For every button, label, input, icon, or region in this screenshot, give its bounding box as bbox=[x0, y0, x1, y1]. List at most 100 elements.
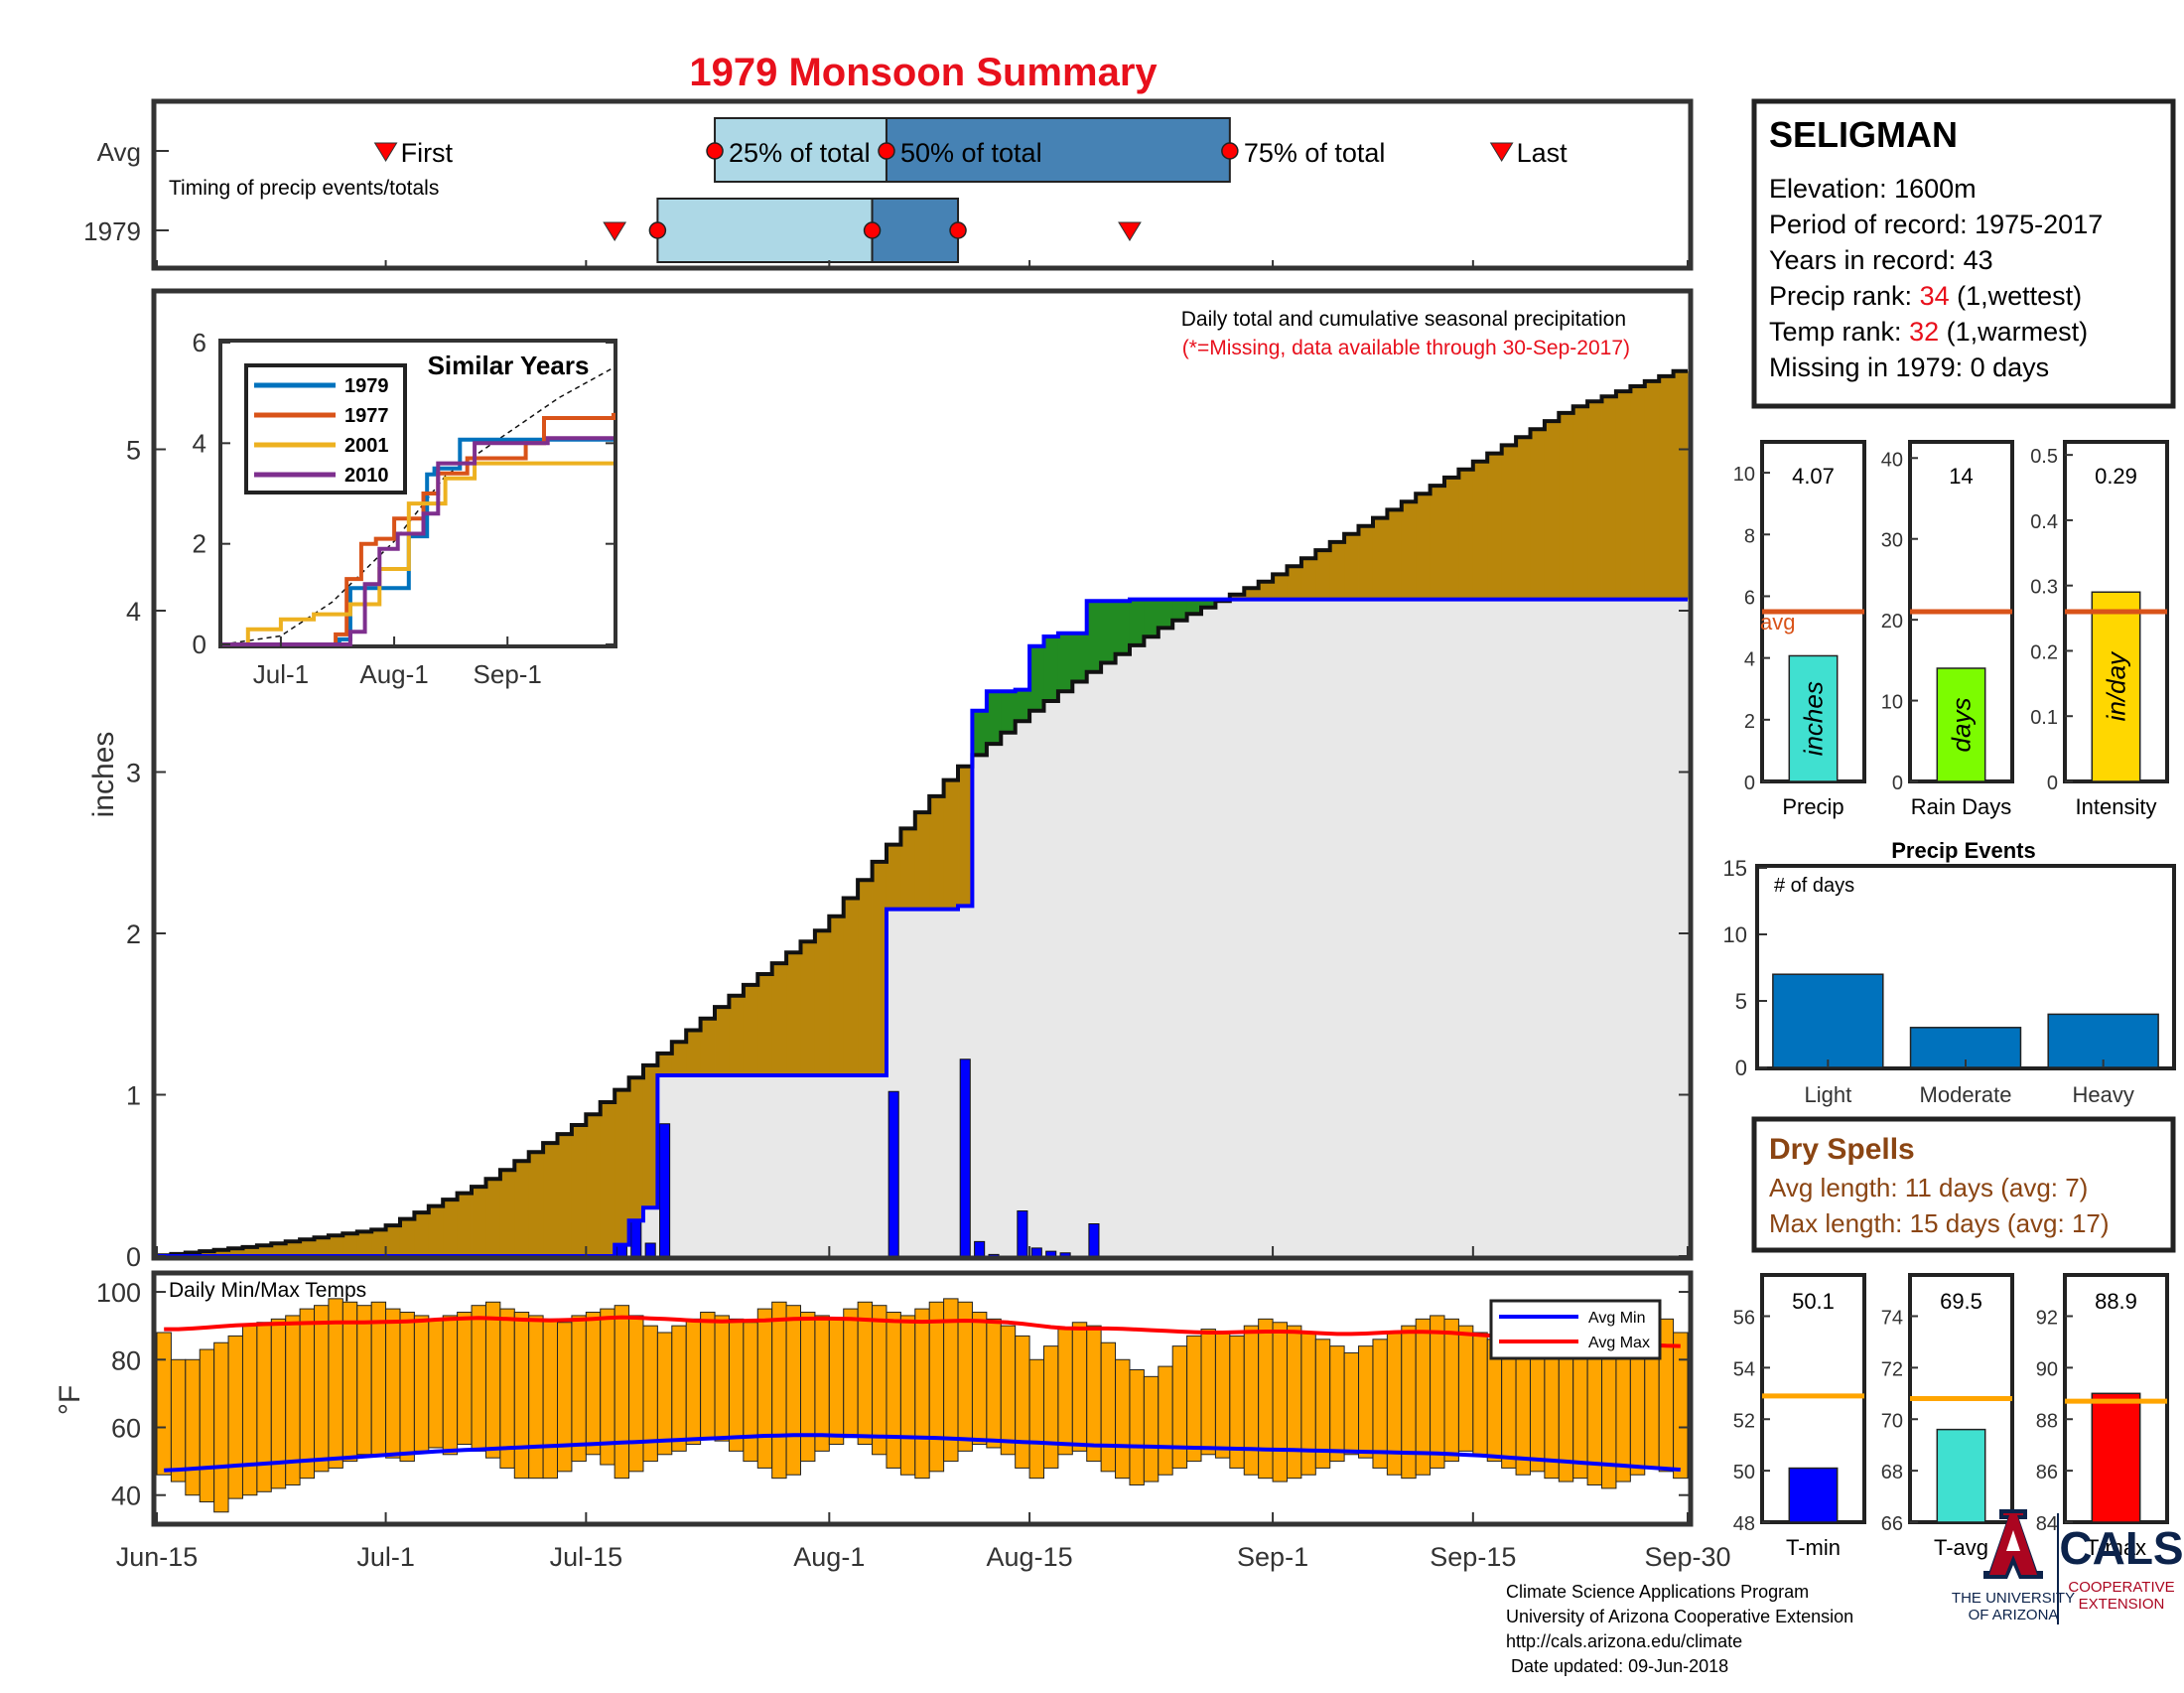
mini-chart-y-tick-label: 68 bbox=[1881, 1462, 1903, 1483]
mini-chart-y-tick-label: 0.4 bbox=[2030, 511, 2058, 533]
temperature-range-bar bbox=[299, 1308, 316, 1480]
temperature-range-bar bbox=[1071, 1322, 1088, 1452]
deficit-area-segment bbox=[314, 1237, 330, 1256]
mini-chart-y-tick-label: 4 bbox=[1744, 649, 1755, 671]
temperature-y-tick-label: 40 bbox=[111, 1481, 141, 1511]
temperature-range-bar bbox=[1286, 1325, 1302, 1480]
deficit-area-segment bbox=[943, 779, 959, 910]
temperature-range-bar bbox=[728, 1318, 745, 1452]
mini-chart-y-tick-label: 30 bbox=[1881, 530, 1903, 552]
mini-chart-xlabel: Precip bbox=[1782, 794, 1843, 819]
daily-precip-bar bbox=[959, 1058, 971, 1257]
deficit-area-segment bbox=[1344, 533, 1359, 600]
mini-chart-value-label: 88.9 bbox=[2095, 1289, 2137, 1314]
block-a-icon bbox=[1983, 1509, 2043, 1579]
temperature-range-bar bbox=[700, 1312, 716, 1439]
deficit-area-segment bbox=[200, 1251, 215, 1256]
deficit-area-segment bbox=[700, 1018, 716, 1075]
deficit-area-segment bbox=[743, 984, 758, 1075]
footer-line-3: http://cals.arizona.edu/climate bbox=[1506, 1631, 1742, 1651]
temperature-range-bar bbox=[857, 1301, 874, 1446]
deficit-area-segment bbox=[557, 1134, 573, 1256]
temperature-panel: 40 60 80 100 Daily Min/Max Temps °F Avg Min… bbox=[54, 1270, 1694, 1527]
temperature-range-bar bbox=[614, 1305, 630, 1480]
mini-chart-rain-days: 14 Rain Days 0 10 20 30 40 days bbox=[1881, 440, 2014, 819]
temperature-range-bar bbox=[628, 1315, 644, 1473]
temperature-range-bar bbox=[227, 1335, 243, 1499]
mini-chart-value-bar bbox=[1788, 654, 1839, 782]
inset-x-tick-label: Sep-1 bbox=[474, 659, 542, 689]
mini-chart-value-label: 4.07 bbox=[1792, 464, 1835, 489]
deficit-area-segment bbox=[1329, 541, 1345, 600]
mini-chart-precip: 4.07 Precip 0 2 4 6 8 10 inches avg bbox=[1733, 440, 1866, 819]
mini-chart-value-bar bbox=[2091, 591, 2141, 782]
deficit-area-segment bbox=[1487, 453, 1503, 600]
deficit-area-segment bbox=[428, 1205, 444, 1256]
ua-logo-line-1: THE UNIVERSITY bbox=[1952, 1590, 2075, 1607]
deficit-area-segment bbox=[586, 1114, 602, 1256]
mini-chart-y-tick-label: 0.2 bbox=[2030, 641, 2058, 663]
surplus-area-segment bbox=[1201, 599, 1216, 608]
deficit-area-segment bbox=[228, 1248, 243, 1256]
temperature-range-bar bbox=[341, 1301, 358, 1463]
deficit-area-segment bbox=[571, 1125, 587, 1256]
temp-rank-value: 32 bbox=[1909, 317, 1939, 347]
mini-chart-value-bar bbox=[2091, 1392, 2141, 1523]
mini-chart-y-tick-label: 0.3 bbox=[2030, 577, 2058, 599]
temperature-legend-box bbox=[1489, 1299, 1662, 1360]
precip-y-tick-label: 4 bbox=[126, 597, 141, 627]
x-axis-tick-label: Aug-1 bbox=[793, 1542, 865, 1572]
temperature-range-bar bbox=[1501, 1345, 1517, 1469]
temperature-range-bar bbox=[1243, 1325, 1260, 1476]
surplus-area-segment bbox=[1186, 599, 1202, 615]
surplus-area-segment bbox=[1072, 633, 1088, 682]
deficit-area-segment bbox=[213, 1249, 229, 1256]
deficit-area-segment bbox=[443, 1199, 459, 1256]
precip-rank-label: Precip rank: bbox=[1769, 281, 1920, 311]
temperature-frame bbox=[151, 1270, 1694, 1527]
deficit-area-segment bbox=[1601, 396, 1617, 600]
inset-legend-label-2010: 2010 bbox=[344, 465, 389, 487]
mini-chart-y-tick-label: 10 bbox=[1733, 464, 1755, 486]
temperature-range-bar bbox=[170, 1358, 187, 1482]
surplus-area-segment bbox=[1029, 645, 1044, 711]
mini-chart-unit-label: in/day bbox=[2102, 650, 2131, 721]
cals-logo: CALS COOPERATIVE EXTENSION bbox=[2059, 1522, 2183, 1613]
temperature-y-tick-label: 80 bbox=[111, 1345, 141, 1375]
university-of-arizona-logo: THE UNIVERSITY OF ARIZONA bbox=[1952, 1509, 2075, 1623]
daily-precip-bar bbox=[1088, 1223, 1100, 1257]
temperature-range-bar bbox=[671, 1325, 687, 1452]
temperature-range-bar bbox=[800, 1312, 816, 1463]
year-cumulative-area bbox=[157, 599, 1688, 1256]
daily-precip-bar bbox=[1045, 1250, 1057, 1257]
deficit-area-segment bbox=[1287, 566, 1302, 600]
dry-spells-frame bbox=[1751, 1116, 2176, 1253]
deficit-area-segment bbox=[300, 1239, 315, 1256]
station-period: Period of record: 1975-2017 bbox=[1769, 210, 2103, 239]
precip-rank-value: 34 bbox=[1920, 281, 1950, 311]
temperature-range-bar bbox=[185, 1358, 201, 1496]
temperature-range-bar bbox=[1000, 1325, 1017, 1456]
temperature-range-bar bbox=[484, 1301, 501, 1459]
mini-chart-avg-label: avg bbox=[1760, 610, 1795, 635]
temperature-range-bar bbox=[785, 1305, 802, 1476]
surplus-area-segment bbox=[1144, 599, 1160, 637]
station-name: SELIGMAN bbox=[1769, 114, 1958, 155]
temperature-range-bar bbox=[1343, 1351, 1360, 1456]
temperature-range-bar bbox=[256, 1322, 272, 1492]
footer-credits: Climate Science Applications Program Uni… bbox=[1506, 1582, 1853, 1676]
deficit-area-segment bbox=[485, 1179, 501, 1256]
precip-y-tick-label: 1 bbox=[126, 1081, 141, 1111]
mini-chart-value-bar bbox=[1788, 1467, 1839, 1523]
precip-events-chart: Precip Events # of days Light Moderate Hea… bbox=[1723, 838, 2176, 1107]
events-y-tick-label: 15 bbox=[1723, 856, 1747, 881]
events-title: Precip Events bbox=[1891, 838, 2036, 863]
cals-logo-sub-1: COOPERATIVE bbox=[2068, 1579, 2174, 1596]
temperature-range-bar bbox=[557, 1322, 573, 1473]
mini-chart-y-tick-label: 86 bbox=[2036, 1462, 2058, 1483]
temperature-legend: Avg Min Avg Max bbox=[1489, 1299, 1662, 1360]
inset-y-tick-label: 4 bbox=[193, 428, 206, 458]
temperature-range-bar bbox=[1529, 1341, 1546, 1473]
temperature-caption: Daily Min/Max Temps bbox=[169, 1279, 366, 1302]
deficit-area-segment bbox=[399, 1218, 415, 1256]
